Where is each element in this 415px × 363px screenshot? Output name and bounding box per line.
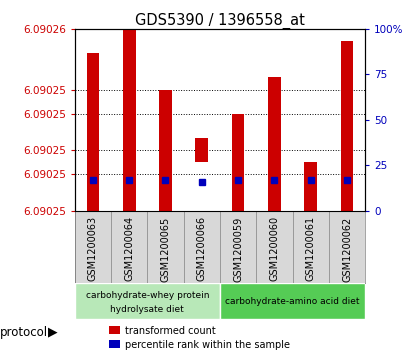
Text: GSM1200060: GSM1200060 [269,216,279,281]
Title: GDS5390 / 1396558_at: GDS5390 / 1396558_at [135,13,305,29]
Text: hydrolysate diet: hydrolysate diet [110,305,184,314]
Text: ▶: ▶ [48,326,57,339]
Legend: transformed count, percentile rank within the sample: transformed count, percentile rank withi… [109,326,290,350]
Text: GSM1200059: GSM1200059 [233,216,243,282]
Bar [86,53,99,211]
Bar [159,90,172,211]
Text: protocol: protocol [0,326,48,339]
Bar [232,114,244,211]
Text: GSM1200063: GSM1200063 [88,216,98,281]
Bar [304,162,317,211]
Text: GSM1200066: GSM1200066 [197,216,207,281]
Text: carbohydrate-amino acid diet: carbohydrate-amino acid diet [225,297,360,306]
Bar [341,41,354,211]
Text: GSM1200061: GSM1200061 [306,216,316,281]
Bar [123,29,136,211]
Text: GSM1200064: GSM1200064 [124,216,134,281]
Bar [220,283,365,319]
Bar [75,283,220,319]
Text: GSM1200065: GSM1200065 [161,216,171,282]
Bar [195,138,208,162]
Bar [268,77,281,211]
Text: carbohydrate-whey protein: carbohydrate-whey protein [85,291,209,300]
Text: GSM1200062: GSM1200062 [342,216,352,282]
